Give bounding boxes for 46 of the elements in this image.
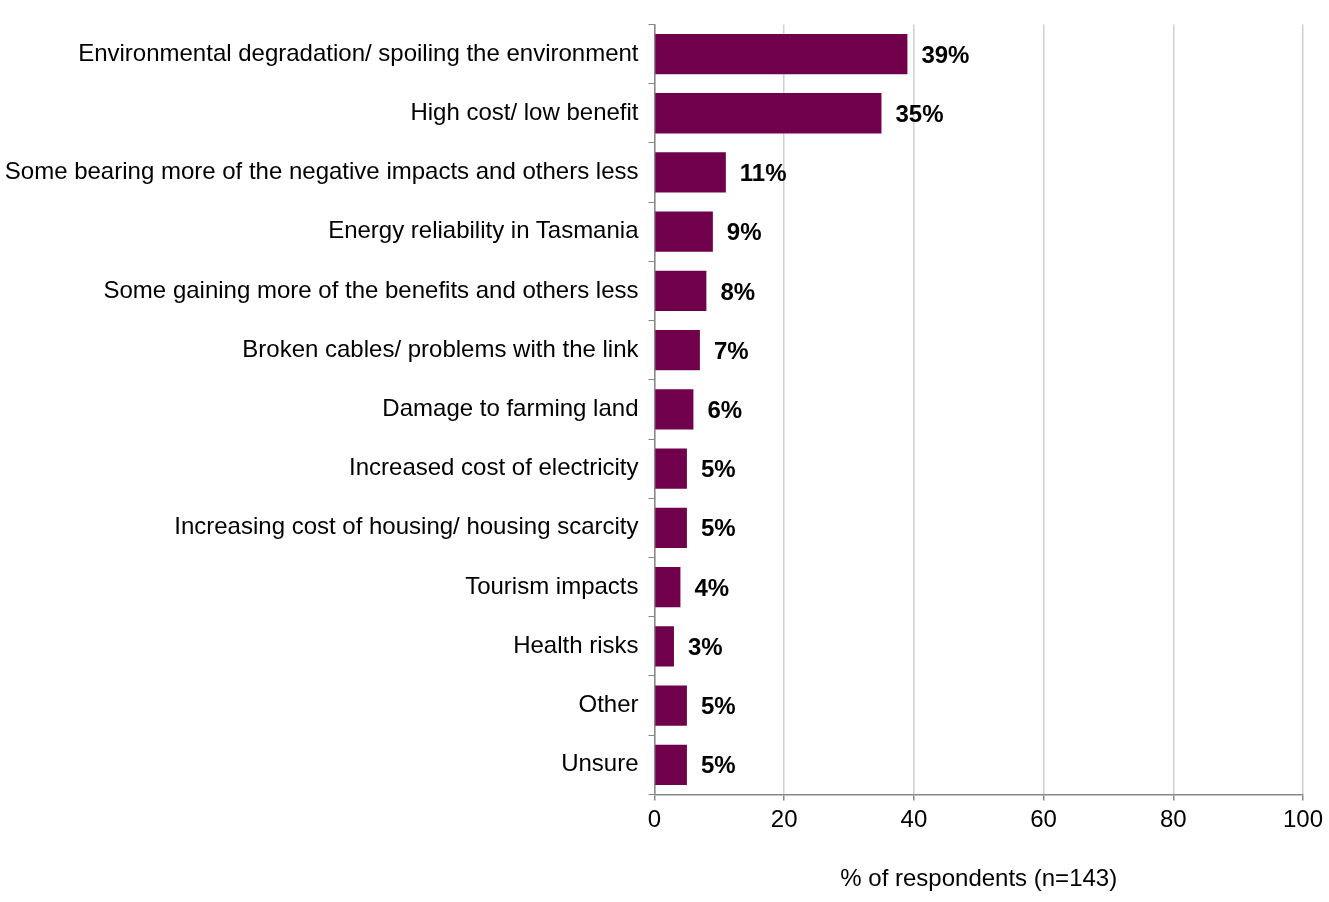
x-tick-label: 100 <box>1282 805 1323 833</box>
bar <box>655 152 726 193</box>
data-label: 5% <box>700 751 736 779</box>
bar <box>655 93 882 134</box>
y-tick-label: Other <box>578 690 639 718</box>
y-tick-label: Increasing cost of housing/ housing scarcity <box>174 512 639 540</box>
x-tick-label: 0 <box>647 805 662 833</box>
y-tick-label: Unsure <box>561 749 639 777</box>
x-axis-title: % of respondents (n=143) <box>840 864 1118 892</box>
bar <box>655 507 687 548</box>
x-tick-label: 80 <box>1159 805 1187 833</box>
data-label: 7% <box>713 336 749 364</box>
bar <box>655 330 700 371</box>
x-tick-label: 20 <box>770 805 798 833</box>
data-label: 39% <box>921 40 970 68</box>
bar <box>655 566 681 608</box>
data-label: 3% <box>687 632 723 660</box>
bar <box>655 211 713 252</box>
data-label: 6% <box>707 396 743 424</box>
bar <box>655 744 687 785</box>
data-label: 8% <box>720 277 756 305</box>
data-label: 5% <box>700 692 736 720</box>
data-label: 9% <box>726 218 762 246</box>
y-tick-label: High cost/ low benefit <box>410 97 639 125</box>
y-tick-label: Tourism impacts <box>465 571 639 599</box>
bar <box>655 626 674 667</box>
y-tick-label: Health risks <box>513 630 639 658</box>
bar <box>655 389 694 430</box>
data-label: 4% <box>694 573 730 601</box>
y-tick-label: Increased cost of electricity <box>349 453 639 481</box>
y-tick-label: Energy reliability in Tasmania <box>328 216 640 244</box>
data-label: 5% <box>700 455 736 483</box>
y-tick-label: Some gaining more of the benefits and others less <box>103 275 639 303</box>
data-label: 5% <box>700 514 736 542</box>
data-label: 35% <box>895 99 944 127</box>
bar <box>655 685 687 726</box>
y-tick-label: Environmental degradation/ spoiling the environment <box>78 38 639 66</box>
y-tick-label: Broken cables/ problems with the link <box>242 334 640 362</box>
y-tick-label: Some bearing more of the negative impacts and others less <box>4 157 639 185</box>
bar <box>655 33 908 75</box>
y-tick-label: Damage to farming land <box>382 394 639 422</box>
bar <box>655 270 707 312</box>
data-label: 11% <box>739 159 787 187</box>
bar <box>655 448 687 489</box>
x-tick-label: 60 <box>1030 805 1057 833</box>
x-tick-label: 40 <box>900 805 928 833</box>
